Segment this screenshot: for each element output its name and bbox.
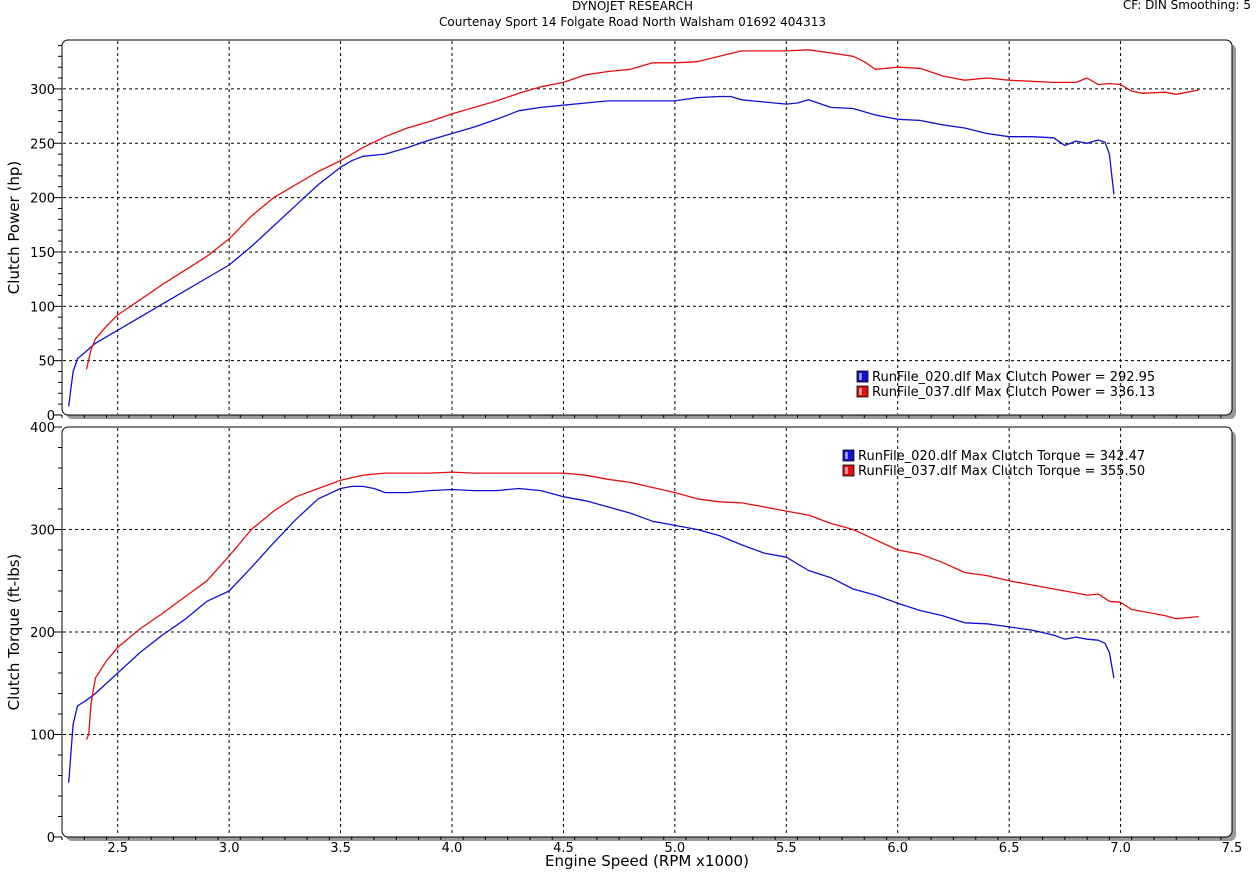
y-tick-label: 200: [30, 192, 55, 207]
y-tick-label: 300: [30, 524, 55, 539]
y-tick-label: 250: [30, 137, 55, 152]
x-axis-label: Engine Speed (RPM x1000): [545, 852, 749, 870]
y-tick-label: 100: [30, 300, 55, 315]
x-tick-label: 5.0: [665, 841, 686, 856]
legend-swatch-highlight: [859, 388, 862, 395]
x-tick-label: 4.0: [442, 841, 463, 856]
x-tick-label: 7.0: [1110, 841, 1131, 856]
legend-entry: RunFile_037.dlf Max Clutch Torque = 355.…: [858, 464, 1145, 479]
legend-entry: RunFile_020.dlf Max Clutch Torque = 342.…: [858, 449, 1145, 464]
y-tick-label: 300: [30, 83, 55, 98]
x-tick-label: 6.5: [999, 841, 1020, 856]
series-line-runfile_020-dlf: [68, 485, 1115, 783]
y-tick-label: 400: [30, 421, 55, 436]
y-axis-label: Clutch Power (hp): [5, 161, 23, 294]
x-tick-label: 6.0: [887, 841, 908, 856]
series-line-runfile_037-dlf: [85, 471, 1199, 740]
legend-swatch-highlight: [859, 373, 862, 380]
legend-swatch-highlight: [845, 467, 848, 474]
y-tick-label: 100: [30, 729, 55, 744]
x-tick-label: 3.0: [219, 841, 240, 856]
y-axis-label: Clutch Torque (ft-lbs): [5, 554, 23, 711]
legend-entry: RunFile_037.dlf Max Clutch Power = 336.1…: [872, 385, 1155, 400]
x-tick-label: 2.5: [107, 841, 128, 856]
x-tick-label: 7.5: [1222, 841, 1243, 856]
x-tick-label: 4.5: [553, 841, 574, 856]
chart-title: DYNOJET RESEARCH: [571, 0, 694, 13]
legend-swatch: [842, 449, 855, 462]
legend-swatch: [842, 464, 855, 477]
y-tick-label: 50: [38, 355, 55, 370]
y-tick-label: 200: [30, 626, 55, 641]
panel-frame-0: [61, 39, 1233, 416]
correction-info: CF: DIN Smoothing: 5: [1122, 0, 1251, 12]
legend-swatch-highlight: [845, 452, 848, 459]
series-line-runfile_020-dlf: [68, 95, 1115, 407]
chart-subtitle: Courtenay Sport 14 Folgate Road North Wa…: [439, 15, 826, 29]
y-tick-label: 150: [30, 246, 55, 261]
legend-entry: RunFile_020.dlf Max Clutch Power = 292.9…: [872, 370, 1155, 385]
y-tick-label: 0: [47, 831, 55, 846]
x-tick-label: 5.5: [776, 841, 797, 856]
series-line-runfile_037-dlf: [85, 49, 1199, 370]
legend-swatch: [856, 385, 869, 398]
y-tick-label: 0: [47, 409, 55, 424]
x-tick-label: 3.5: [330, 841, 351, 856]
legend-swatch: [856, 370, 869, 383]
